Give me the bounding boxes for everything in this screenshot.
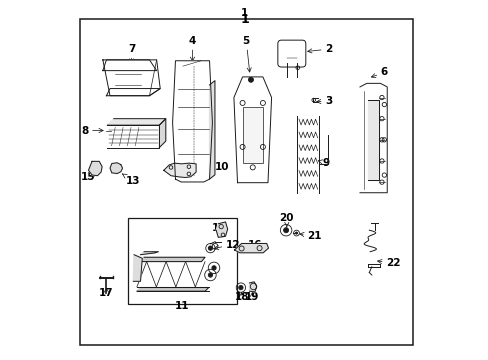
Polygon shape (163, 163, 196, 177)
Text: 6: 6 (371, 67, 387, 78)
Bar (243, 107, 262, 163)
Text: 5: 5 (242, 36, 251, 72)
Circle shape (283, 228, 288, 233)
Text: 15: 15 (81, 172, 96, 182)
Text: 11: 11 (174, 301, 188, 311)
Circle shape (248, 77, 253, 82)
Text: 7: 7 (127, 44, 135, 63)
Polygon shape (102, 60, 160, 96)
Text: 10: 10 (203, 162, 229, 172)
Text: 8: 8 (81, 126, 103, 135)
Polygon shape (107, 119, 165, 125)
Polygon shape (142, 257, 204, 262)
Text: 1: 1 (240, 13, 248, 26)
Text: 13: 13 (122, 174, 140, 186)
Polygon shape (140, 252, 158, 255)
Text: 12: 12 (214, 239, 240, 249)
Text: 2: 2 (307, 44, 332, 54)
Polygon shape (172, 61, 212, 182)
Polygon shape (106, 89, 160, 96)
Polygon shape (216, 222, 227, 237)
Polygon shape (88, 161, 102, 176)
Circle shape (295, 232, 297, 234)
Polygon shape (209, 81, 214, 179)
Circle shape (208, 246, 212, 250)
Circle shape (208, 273, 212, 277)
Text: 17: 17 (99, 288, 114, 298)
FancyBboxPatch shape (277, 40, 305, 67)
Text: 22: 22 (377, 258, 400, 268)
Polygon shape (359, 84, 386, 193)
Polygon shape (367, 100, 378, 180)
Polygon shape (233, 77, 271, 183)
Text: 18: 18 (234, 292, 248, 302)
Polygon shape (102, 60, 156, 71)
Polygon shape (234, 243, 268, 253)
Polygon shape (110, 163, 122, 174)
Text: 16: 16 (247, 239, 262, 249)
Polygon shape (159, 119, 165, 148)
Polygon shape (137, 288, 208, 291)
Circle shape (238, 285, 243, 290)
Text: 4: 4 (188, 36, 196, 61)
Polygon shape (249, 282, 256, 292)
Text: 21: 21 (299, 231, 321, 240)
Bar (128, 218, 237, 304)
Polygon shape (107, 125, 159, 148)
Circle shape (211, 266, 216, 270)
Polygon shape (133, 255, 142, 281)
Text: 20: 20 (279, 213, 293, 227)
Text: 14: 14 (212, 224, 226, 233)
Text: 1: 1 (241, 8, 247, 18)
Text: 3: 3 (316, 96, 332, 106)
Text: 9: 9 (318, 158, 329, 168)
Text: 19: 19 (244, 292, 259, 302)
